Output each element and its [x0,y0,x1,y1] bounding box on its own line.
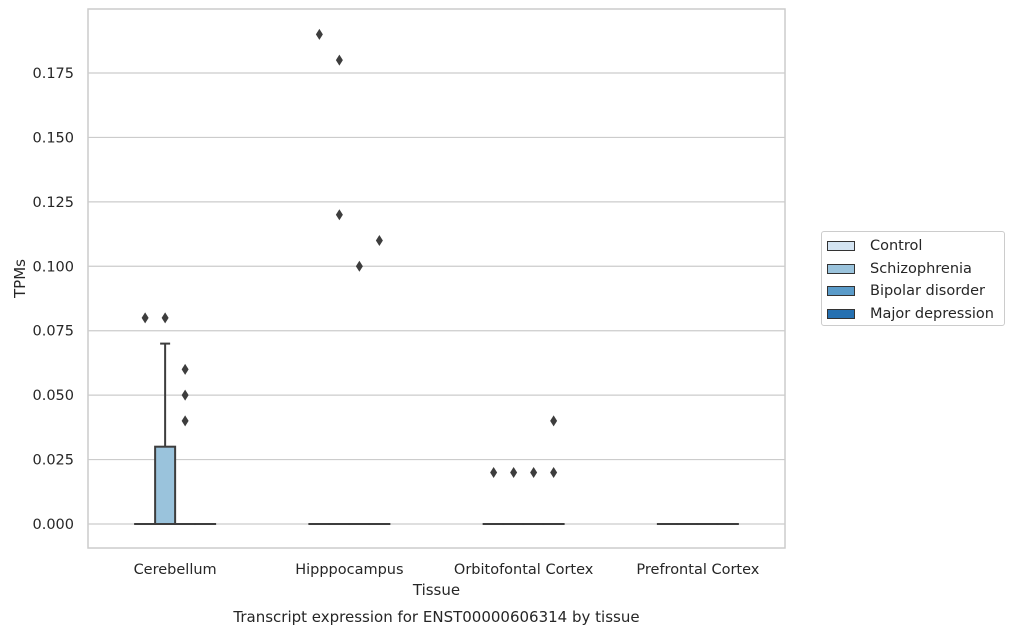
box-bipolar-disorder [174,363,197,526]
legend-item: Control [822,235,1004,258]
legend: Control Schizophrenia Bipolar disorder Majo… [821,231,1005,326]
box-control [482,466,505,526]
y-tick-label: 0.050 [32,388,74,404]
legend-item: Major depression [822,303,1004,326]
outlier-point [161,312,169,324]
x-tick-label: Orbitofontal Cortex [454,562,594,578]
y-tick-label: 0.150 [32,130,74,146]
box-schizophrenia [328,54,351,526]
outlier-point [490,466,498,478]
outlier-point [141,312,149,324]
legend-item: Schizophrenia [822,258,1004,281]
legend-swatch [827,308,855,319]
y-tick-label: 0.125 [32,195,74,211]
outlier-point [550,466,558,478]
box-major-depression [542,415,565,526]
legend-label: Bipolar disorder [870,283,985,300]
box-control [308,28,331,526]
y-tick-label: 0.175 [32,66,74,82]
x-axis-tick-labels: Cerebellum Hipppocampus Orbitofontal Corte… [134,562,760,578]
box-control [134,312,157,526]
y-axis-label: TPMs [11,259,29,299]
outlier-point [315,28,323,40]
legend-swatch [827,263,855,274]
plot-area-frame [87,8,786,549]
x-tick-label: Prefrontal Cortex [636,562,759,578]
box-plots [134,28,739,526]
gridlines [88,72,785,525]
x-axis-label: Tissue [412,581,460,599]
outlier-point [181,415,189,427]
outlier-point [181,363,189,375]
outlier-point [335,54,343,66]
y-tick-label: 0.100 [32,259,74,275]
chart-title: Transcript expression for ENST0000060631… [232,608,639,626]
y-tick-label: 0.000 [32,517,74,533]
outlier-point [335,209,343,221]
y-axis-tick-labels: 0.000 0.025 0.050 0.075 0.100 0.125 0.150 0.175 [32,66,74,533]
outlier-point [181,389,189,401]
outlier-point [510,466,518,478]
outlier-point [355,260,363,272]
legend-swatch [827,286,855,297]
y-tick-label: 0.075 [32,324,74,340]
x-tick-label: Cerebellum [134,562,217,578]
legend-label: Major depression [870,305,994,322]
box-bipolar-disorder [348,260,371,526]
box-bipolar-disorder [522,466,545,526]
outlier-point [375,235,383,247]
x-tick-label: Hipppocampus [295,562,403,578]
outlier-point [530,466,538,478]
outlier-point [550,415,558,427]
legend-label: Schizophrenia [870,260,972,277]
box-schizophrenia [502,466,525,526]
box-schizophrenia [154,312,177,525]
legend-item: Bipolar disorder [822,280,1004,303]
legend-label: Control [870,238,923,255]
box-major-depression [368,235,391,526]
legend-swatch [827,241,855,252]
box [154,445,177,525]
y-tick-label: 0.025 [32,453,74,469]
